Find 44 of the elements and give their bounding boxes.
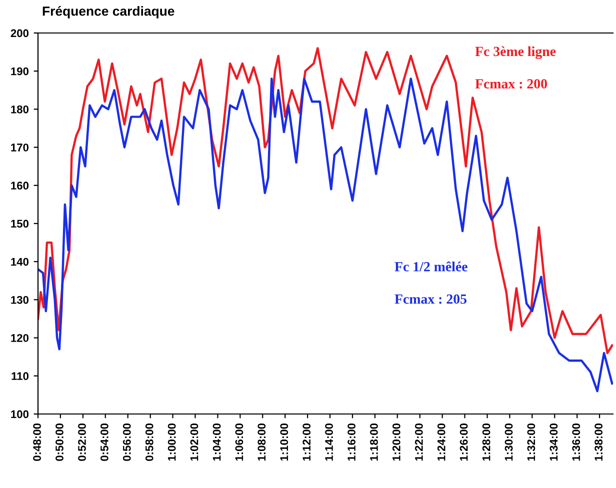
x-tick-label: 1:30:00 [504, 423, 513, 461]
x-tick-label: 0:54:00 [100, 423, 108, 461]
x-tick-label: 1:16:00 [348, 423, 356, 461]
x-tick-label: 0:56:00 [122, 423, 131, 461]
x-tick-label: 1:28:00 [482, 423, 490, 461]
x-tick-label: 1:02:00 [190, 423, 198, 461]
y-tick-label: 100 [11, 410, 29, 418]
x-tick-label: 1:36:00 [572, 423, 580, 461]
annotation: Fcmax : 205 [394, 294, 466, 304]
line-series [38, 47, 613, 354]
line-series [38, 78, 613, 392]
y-tick-label: 170 [11, 144, 29, 152]
y-tick-label: 120 [11, 334, 29, 342]
annotation: Fcmax : 200 [475, 79, 547, 89]
x-tick-label: 0:58:00 [145, 423, 154, 461]
x-tick-label: 1:32:00 [527, 423, 536, 461]
y-tick-label: 110 [12, 372, 29, 380]
y-tick-label: 150 [11, 220, 29, 228]
x-tick-label: 1:10:00 [280, 423, 288, 461]
x-tick-label: 1:20:00 [392, 423, 400, 461]
y-tick-label: 130 [11, 296, 29, 304]
x-tick-label: 1:22:00 [414, 423, 423, 461]
x-tick-label: 1:38:00 [594, 423, 603, 461]
x-tick-label: 0:50:00 [56, 423, 64, 461]
y-tick-label: 160 [11, 182, 29, 190]
y-tick-label: 180 [11, 105, 29, 114]
x-tick-label: 1:14:00 [325, 423, 333, 461]
x-tick-label: 1:26:00 [460, 423, 468, 461]
x-tick-label: 1:04:00 [212, 423, 221, 461]
x-tick-label: 1:18:00 [370, 423, 378, 461]
x-tick-label: 1:00:00 [168, 423, 176, 461]
text: Fc 1/2 mêlée [394, 261, 468, 272]
series-label: Fc 3ème ligne [475, 46, 556, 60]
chart-title: Fréquence cardiaque [42, 6, 174, 18]
x-tick-label: 1:24:00 [437, 423, 446, 461]
x-tick-label: 1:34:00 [550, 423, 558, 461]
x-tick-label: 1:08:00 [258, 423, 266, 461]
y-tick-label: 200 [10, 29, 29, 38]
y-tick-label: 190 [11, 67, 29, 76]
y-tick-label: 140 [11, 258, 29, 266]
x-tick-label: 1:06:00 [235, 423, 244, 461]
x-tick-label: 0:48:00 [33, 423, 41, 461]
x-tick-label: 0:52:00 [78, 423, 86, 461]
x-tick-label: 1:12:00 [302, 423, 311, 461]
